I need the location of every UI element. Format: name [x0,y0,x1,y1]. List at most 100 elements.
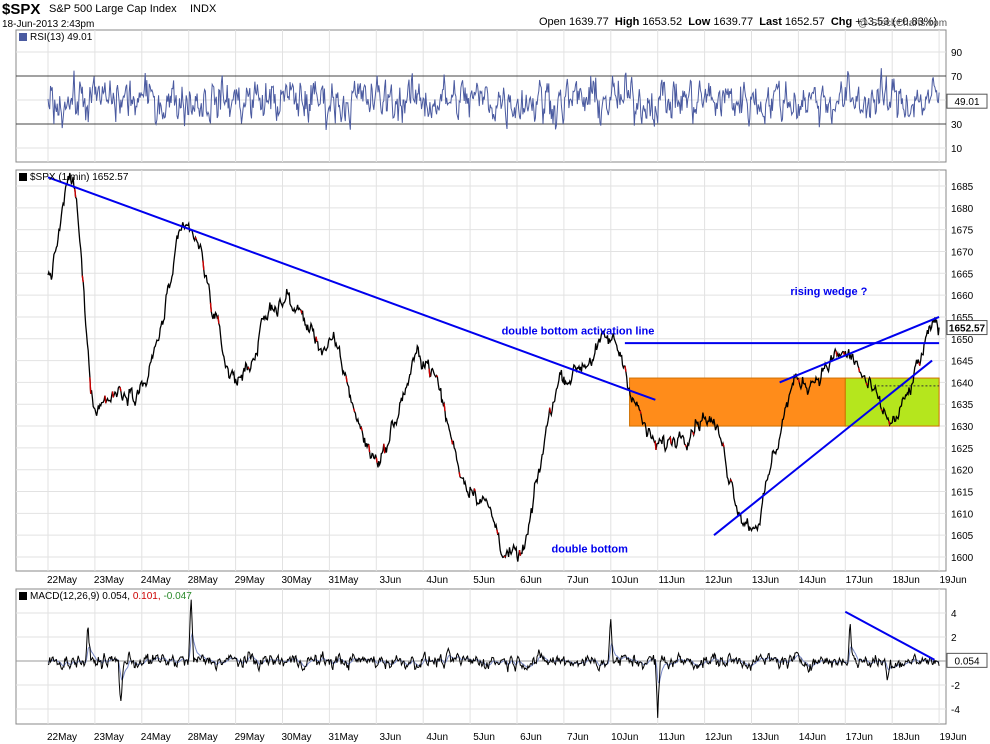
price-y-tick-label: 1630 [951,422,974,433]
price-y-tick-label: 1645 [951,357,974,368]
open-label: Open [539,16,566,28]
price-down-tick [496,529,499,535]
price-x-tick-label: 22May [47,575,77,586]
price-down-tick [865,382,868,386]
macd-x-tick-label: 7Jun [567,732,589,743]
macd-x-tick-label: 3Jun [379,732,401,743]
macd-x-tick-label: 6Jun [520,732,542,743]
chart-annotation: double bottom activation line [502,325,655,337]
price-x-tick-label: 4Jun [426,575,448,586]
rsi-y-tick-label: 90 [951,48,963,59]
macd-x-tick-label: 19Jun [939,732,966,743]
macd-x-tick-label: 10Jun [611,732,638,743]
price-down-tick [81,275,84,283]
low-label: Low [688,16,711,28]
last-label: Last [759,16,782,28]
price-down-tick [458,472,461,478]
macd-x-tick-label: 14Jun [799,732,826,743]
price-x-tick-label: 29May [235,575,265,586]
macd-trendline [844,610,935,661]
watermark: @ StockCharts.com [858,18,948,29]
price-trendline [713,359,933,536]
chart-annotation: rising wedge ? [790,286,867,298]
macd-y-tick-label: 2 [951,633,957,644]
price-down-tick [315,336,318,342]
price-down-tick [692,431,695,436]
price-down-tick [880,408,883,412]
price-x-tick-label: 7Jun [567,575,589,586]
price-down-tick [684,444,687,447]
rsi-label: RSI(13) 49.01 [30,32,93,43]
macd-signal-line [47,632,940,684]
price-down-tick [858,367,861,373]
rsi-panel [15,29,947,163]
price-x-tick-label: 19Jun [939,575,966,586]
macd-label: MACD(12,26,9) 0.054, 0.101, -0.047 [30,591,192,602]
orange-zone [629,377,846,427]
macd-x-tick-label: 28May [188,732,218,743]
price-down-tick [654,441,657,451]
price-down-tick [443,403,446,412]
price-y-tick-label: 1635 [951,400,974,411]
price-y-tick-label: 1660 [951,291,974,302]
price-y-tick-label: 1625 [951,444,974,455]
price-y-tick-label: 1685 [951,182,974,193]
macd-x-tick-label: 18Jun [893,732,920,743]
price-down-tick [722,443,725,447]
price-x-tick-label: 3Jun [379,575,401,586]
macd-y-tick-label: -2 [951,681,960,692]
macd-legend-swatch [19,592,27,600]
price-x-tick-label: 30May [281,575,311,586]
price-y-tick-label: 1640 [951,378,974,389]
price-down-tick [353,408,356,412]
macd-y-tick-label: -4 [951,705,960,716]
macd-x-tick-label: 30May [281,732,311,743]
chart-annotation: double bottom [552,544,629,556]
rsi-y-tick-label: 10 [951,144,963,155]
price-down-tick [548,407,552,413]
price-down-tick [435,375,439,378]
macd-x-tick-label: 5Jun [473,732,495,743]
price-legend-swatch [19,173,27,181]
low-value: 1639.77 [713,16,754,28]
price-x-tick-label: 5Jun [473,575,495,586]
price-trendline [47,176,656,401]
price-x-tick-label: 31May [328,575,358,586]
macd-label-value: 0.054, [102,591,133,602]
price-down-tick [111,391,115,398]
price-down-tick [217,316,220,324]
price-x-tick-label: 6Jun [520,575,542,586]
macd-x-tick-label: 17Jun [846,732,873,743]
price-down-tick [209,302,213,312]
price-panel [15,169,947,572]
price-x-tick-label: 11Jun [658,575,685,586]
price-label: $SPX (1 min) 1652.57 [30,172,129,183]
open-value: 1639.77 [568,16,609,28]
price-x-tick-label: 12Jun [705,575,732,586]
macd-current-value: 0.054 [954,656,979,667]
price-y-tick-label: 1605 [951,531,974,542]
price-down-tick [74,188,77,198]
chg-value: +13.53 (+0.83%) [855,16,938,28]
rsi-y-tick-label: 70 [951,72,963,83]
rsi-series-line [47,68,940,131]
price-x-tick-label: 24May [141,575,171,586]
price-down-tick [202,260,205,270]
macd-x-tick-label: 31May [328,732,358,743]
price-trendline [779,316,940,384]
price-down-tick [473,488,476,492]
chart-instrument-name: S&P 500 Large Cap Index [49,3,177,15]
high-label: High [614,16,640,28]
price-down-tick [383,443,386,454]
macd-x-tick-label: 12Jun [705,732,732,743]
price-down-tick [247,366,250,370]
high-value: 1653.52 [642,16,683,28]
price-y-tick-label: 1650 [951,335,974,346]
macd-series-line [47,599,940,718]
macd-x-tick-label: 4Jun [426,732,448,743]
rsi-current-value-box [946,93,988,109]
macd-histogram-value: -0.047 [163,591,192,602]
macd-x-tick-label: 22May [47,732,77,743]
price-x-tick-label: 14Jun [799,575,826,586]
